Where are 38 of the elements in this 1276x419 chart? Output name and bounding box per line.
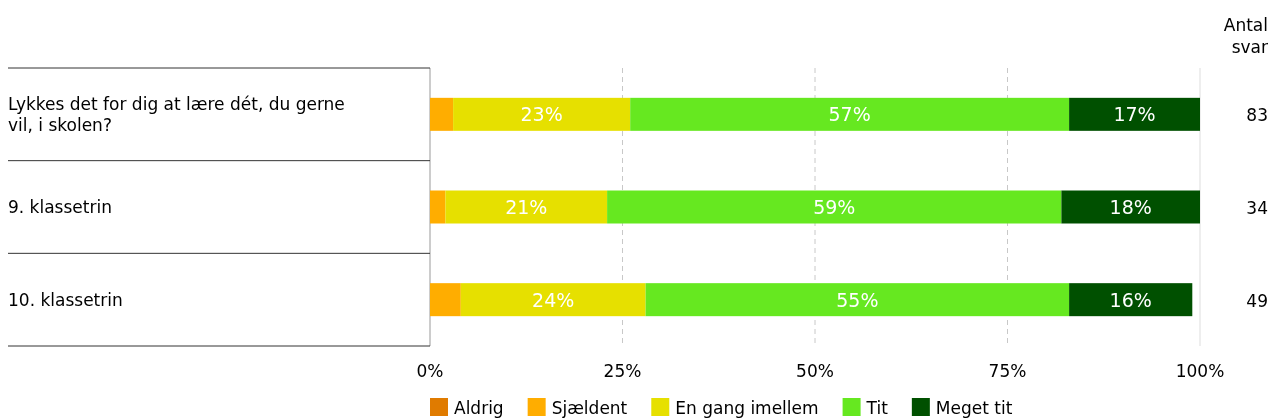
text: 49 bbox=[1246, 290, 1268, 311]
text: Antal svar bbox=[1223, 15, 1269, 57]
bar bbox=[430, 190, 446, 224]
text: 83 bbox=[1246, 105, 1268, 126]
x-tick-label: 50% bbox=[796, 361, 834, 381]
data-label: 23% bbox=[520, 103, 563, 126]
data-label: 24% bbox=[532, 288, 575, 311]
x-tick-label: 25% bbox=[603, 361, 642, 381]
data-label: 17% bbox=[1113, 103, 1156, 126]
data-label: 55% bbox=[836, 288, 879, 311]
x-tick-label: 100% bbox=[1175, 361, 1225, 381]
legend-label: Meget tit bbox=[935, 398, 1013, 418]
bar bbox=[1061, 190, 1200, 224]
bar bbox=[430, 97, 454, 131]
y-tick-label: 9. klassetrin bbox=[8, 197, 112, 217]
bar bbox=[645, 283, 1070, 317]
legend-label: Sjældent bbox=[551, 398, 628, 418]
bar bbox=[445, 190, 608, 224]
legend-label: Tit bbox=[865, 398, 889, 418]
bar bbox=[607, 190, 1062, 224]
legend-label: Aldrig bbox=[454, 398, 504, 418]
bar bbox=[1069, 97, 1200, 131]
data-label: 16% bbox=[1109, 288, 1152, 311]
bar bbox=[430, 283, 461, 317]
y-tick-label: Lykkes det for dig at lære dét, du gerne vil, i skolen? bbox=[8, 93, 345, 135]
data-label: 18% bbox=[1109, 196, 1152, 218]
legend-label: En gang imellem bbox=[675, 398, 819, 418]
data-label: 21% bbox=[505, 196, 548, 218]
x-tick-label: 0% bbox=[416, 361, 444, 381]
bar bbox=[630, 97, 1070, 131]
y-tick-label: 10. klassetrin bbox=[8, 289, 123, 310]
x-tick-label: 75% bbox=[988, 361, 1027, 381]
data-label: 59% bbox=[813, 196, 856, 218]
text: 34 bbox=[1246, 198, 1268, 218]
bar bbox=[453, 97, 631, 131]
bar bbox=[1069, 283, 1193, 317]
bar bbox=[460, 283, 646, 317]
data-label: 57% bbox=[828, 103, 871, 126]
